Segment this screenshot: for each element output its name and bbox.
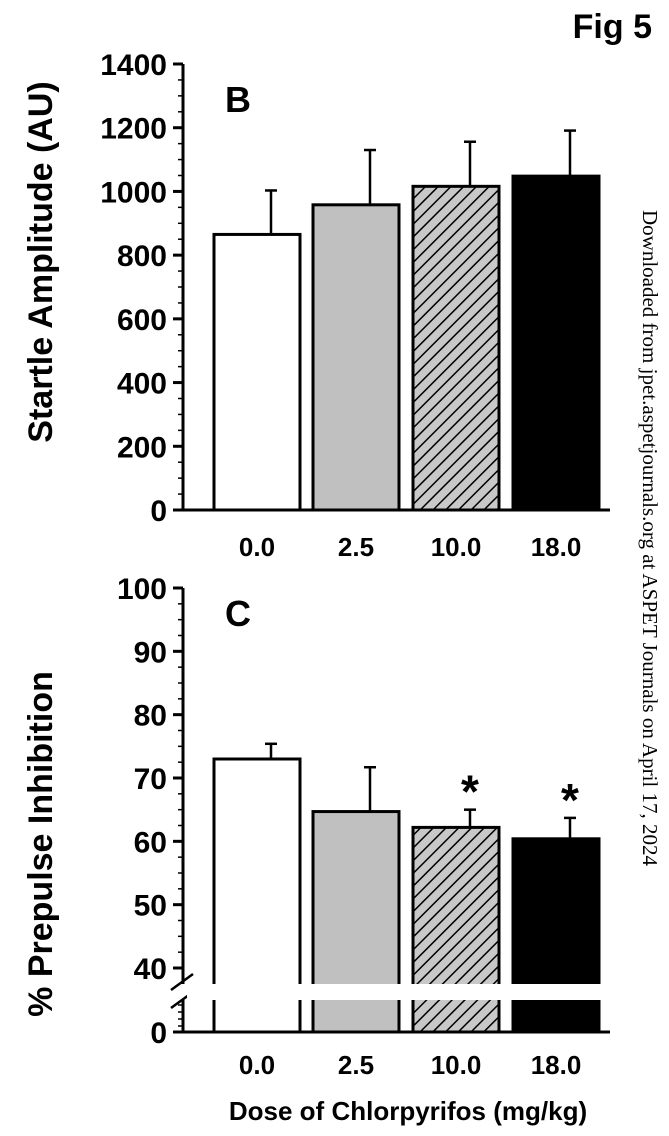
panel-b-bar	[411, 184, 501, 512]
panel-b-y-tick-label: 1400	[100, 49, 167, 82]
panel-c-label: C	[225, 593, 251, 634]
panel-b-x-tick-label: 2.5	[338, 532, 374, 562]
panel-b-y-tick-label: 400	[117, 368, 167, 401]
panel-b-y-tick-label: 1200	[100, 113, 167, 146]
panel-c-significance-star: *	[561, 774, 579, 826]
panel-c-y-tick-label: 60	[134, 826, 167, 859]
panel-b-chart: B Startle Amplitude (AU) 0 200 400 600 800 10…	[22, 49, 610, 562]
panel-b-label: B	[225, 79, 251, 120]
panel-b-x-tick-label: 0.0	[239, 532, 275, 562]
panel-c-y-tick-label: 0	[150, 1017, 167, 1050]
figure-label: Fig 5	[573, 8, 652, 46]
panel-b-ylabel: Startle Amplitude (AU)	[22, 81, 60, 442]
panel-b-x-tick-label: 10.0	[431, 532, 482, 562]
panel-b-y-tick-label: 800	[117, 240, 167, 273]
panel-b-y-tick-label: 200	[117, 431, 167, 464]
panel-b-bar	[511, 174, 601, 512]
panel-c-x-tick-label: 0.0	[239, 1050, 275, 1080]
panel-c-y-tick-label: 50	[134, 890, 167, 923]
panel-c-x-tick-label: 10.0	[431, 1050, 482, 1080]
panel-b-x-tick-label: 18.0	[531, 532, 582, 562]
watermark-text: Downloaded from jpet.aspetjournals.org a…	[638, 210, 662, 866]
panel-c-bar	[511, 837, 601, 1034]
panel-c-bar	[411, 825, 501, 1034]
panel-b-y-tick-label: 1000	[100, 176, 167, 209]
panel-b-bar	[311, 203, 401, 512]
panel-c-y-tick-label: 100	[117, 573, 167, 606]
panel-c-y-tick-label: 90	[134, 636, 167, 669]
panel-b-bar	[212, 232, 302, 512]
panel-c-significance-star: *	[461, 766, 479, 818]
panel-c-x-tick-label: 18.0	[531, 1050, 582, 1080]
panel-c-chart: C % Prepulse Inhibition 0 40 50 60 70 80 90 100…	[22, 573, 617, 1080]
panel-c-x-tick-label: 2.5	[338, 1050, 374, 1080]
panel-c-y-tick-label: 80	[134, 700, 167, 733]
panel-c-y-tick-label: 70	[134, 763, 167, 796]
panel-c-y-tick-label: 40	[134, 953, 167, 986]
panel-c-ylabel: % Prepulse Inhibition	[22, 671, 60, 1017]
panel-c-axis-break-gap	[187, 984, 617, 1000]
shared-x-axis-label: Dose of Chlorpyrifos (mg/kg)	[229, 1096, 587, 1126]
panel-b-y-tick-label: 600	[117, 304, 167, 337]
panel-c-axis-break-mark	[170, 972, 194, 992]
panel-b-y-tick-label: 0	[150, 495, 167, 528]
